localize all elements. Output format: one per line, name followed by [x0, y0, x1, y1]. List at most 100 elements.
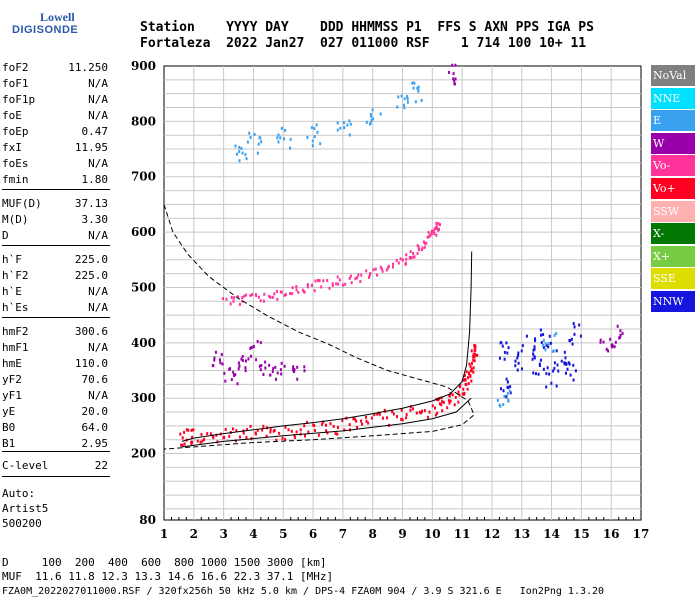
param-row: MUF(D) 37.13 [2, 196, 108, 212]
echo-point-vo- [360, 422, 363, 426]
echo-point-w [602, 340, 605, 344]
echo-point-vo- [306, 283, 309, 287]
echo-point-vo- [423, 409, 426, 413]
echo-point-vo- [276, 297, 279, 301]
echo-point-nnw [574, 369, 577, 373]
echo-point-e [348, 133, 351, 137]
echo-point-e [310, 126, 313, 130]
echo-point-e [256, 151, 259, 155]
echo-point-nnw [514, 364, 517, 368]
echo-point-vo- [463, 391, 466, 395]
echo-point-vo- [293, 433, 296, 437]
echo-point-e [238, 150, 241, 154]
panel-divider [2, 317, 110, 318]
echo-point-w [244, 369, 247, 373]
echo-point-e [403, 106, 406, 110]
echo-point-vo- [428, 410, 431, 414]
echo-point-nnw [539, 328, 542, 332]
echo-point-vo- [225, 297, 228, 301]
echo-point-w [292, 365, 295, 369]
param-name: yE [2, 405, 16, 418]
echo-point-vo- [427, 415, 430, 419]
echo-point-nnw [564, 371, 567, 375]
echo-point-nnw [521, 344, 524, 348]
echo-point-w [613, 345, 616, 349]
echo-point-w [244, 366, 247, 370]
param-name: D [2, 229, 9, 242]
echo-point-w [609, 337, 612, 341]
echo-point-vo- [271, 295, 274, 299]
echo-point-nnw [542, 367, 545, 371]
echo-point-nnw [509, 385, 512, 389]
echo-point-vo- [457, 390, 460, 394]
echo-point-vo- [373, 413, 376, 417]
auto-program: Artist5 [2, 502, 49, 515]
echo-point-e [544, 342, 547, 346]
echo-point-e [402, 103, 405, 107]
echo-point-vo- [192, 428, 195, 432]
echo-point-vo- [416, 252, 419, 256]
echo-point-nnw [549, 341, 552, 345]
param-row: h`E N/A [2, 284, 108, 300]
echo-point-nnw [500, 341, 503, 345]
echo-point-e [406, 100, 409, 104]
echo-point-e [416, 86, 419, 90]
legend-item-vo-: Vo+ [651, 177, 695, 199]
echo-point-vo- [448, 401, 451, 405]
param-name: foEs [2, 157, 29, 170]
echo-point-e [235, 152, 238, 156]
echo-point-nnw [506, 351, 509, 355]
echo-point-vo- [392, 262, 395, 266]
x-tick-label: 4 [249, 527, 257, 541]
param-value: 64.0 [81, 421, 109, 434]
echo-point-w [619, 329, 622, 333]
echo-point-vo- [344, 282, 347, 286]
echo-point-vo- [256, 428, 259, 432]
echo-point-vo- [262, 299, 265, 303]
echo-point-w [621, 331, 624, 335]
param-row: hmF2 300.6 [2, 324, 108, 340]
param-row: foF1 N/A [2, 76, 108, 92]
echo-point-vo- [435, 233, 438, 237]
echo-point-e [420, 98, 423, 102]
echo-point-vo- [440, 403, 443, 407]
echo-point-w [229, 367, 232, 371]
param-value: 3.30 [81, 213, 109, 226]
echo-point-w [230, 378, 233, 382]
x-tick-label: 9 [398, 527, 406, 541]
y-tick-label: 800 [131, 114, 156, 128]
echo-point-vo- [425, 241, 428, 245]
echo-point-vo- [473, 359, 476, 363]
echo-point-w [616, 324, 619, 328]
echo-point-e [551, 349, 554, 353]
echo-point-e [319, 142, 322, 146]
echo-point-w [292, 370, 295, 374]
echo-point-vo- [405, 257, 408, 261]
header-row-values: Fortaleza 2022 Jan27 027 011000 RSF 1 71… [140, 36, 587, 51]
echo-point-vo- [320, 285, 323, 289]
param-row: fmin 1.80 [2, 172, 108, 188]
echo-point-vo- [368, 275, 371, 279]
echo-point-nnw [531, 357, 534, 361]
echo-point-vo- [472, 358, 475, 362]
echo-point-e [311, 144, 314, 148]
echo-point-e [260, 140, 263, 144]
echo-point-vo- [433, 406, 436, 410]
echo-point-nnw [517, 353, 520, 357]
echo-point-w [264, 366, 267, 370]
x-tick-label: 10 [424, 527, 441, 541]
echo-point-vo- [435, 221, 438, 225]
echo-point-vo- [462, 378, 465, 382]
echo-point-nnw [569, 339, 572, 343]
param-name: MUF(D) [2, 197, 42, 210]
echo-point-vo- [326, 431, 329, 435]
echo-point-vo- [454, 395, 457, 399]
echo-point-w [268, 363, 271, 367]
echo-point-vo- [338, 278, 341, 282]
echo-point-e [553, 333, 556, 337]
echo-point-vo- [457, 400, 460, 404]
echo-point-vo- [399, 257, 402, 261]
echo-point-vo- [463, 377, 466, 381]
echo-point-vo- [427, 231, 430, 235]
echo-point-w [453, 79, 456, 83]
